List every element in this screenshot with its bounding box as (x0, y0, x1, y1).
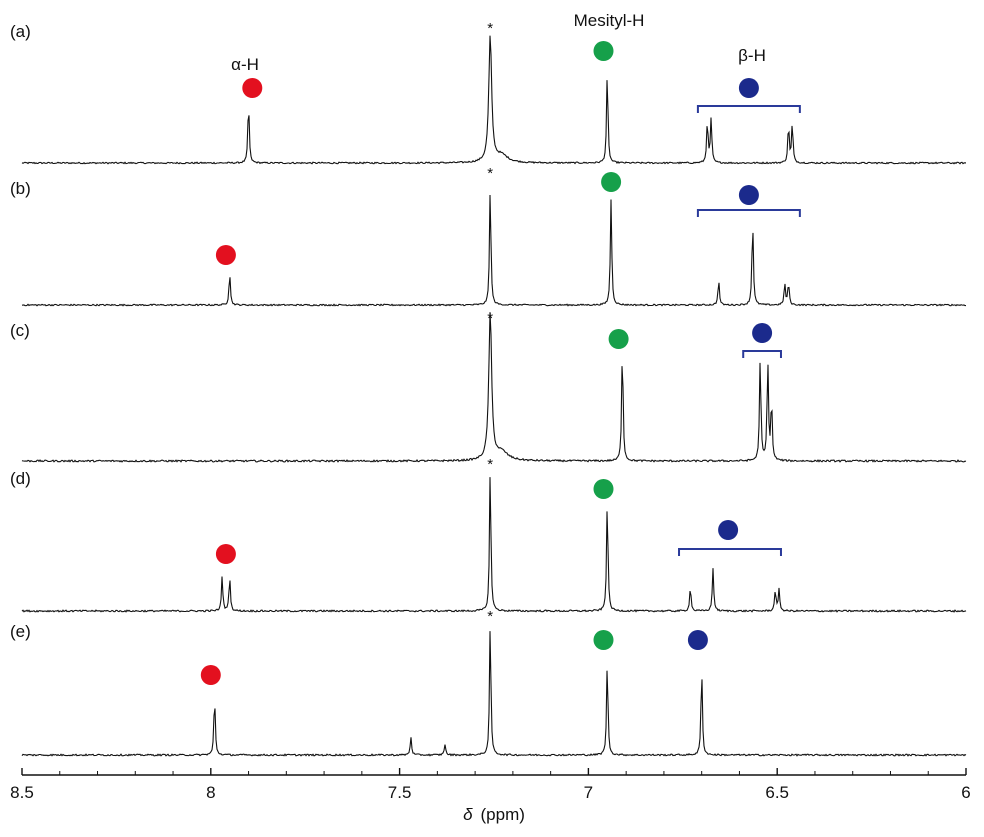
x-tick-label: 7.5 (388, 783, 412, 802)
x-axis-title: δ (ppm) (463, 805, 525, 824)
peak-group-labels: α-H Mesityl-H β-H (231, 11, 766, 74)
x-tick-label: 8.5 (10, 783, 34, 802)
mesityl-marker (601, 172, 622, 192)
alpha-marker (215, 544, 236, 564)
panel-label: (b) (10, 179, 31, 198)
mesityl-h-label: Mesityl-H (574, 11, 645, 30)
spectrum-trace (21, 477, 967, 613)
x-tick-label: 6.5 (765, 783, 789, 802)
x-axis-symbol: δ (463, 805, 473, 824)
alpha-h-label: α-H (231, 55, 259, 74)
alpha-marker (200, 665, 221, 685)
alpha-marker (215, 245, 236, 265)
x-tick-label: 7 (584, 783, 593, 802)
spectrum-b: (b) * (10, 165, 966, 307)
mesityl-marker (593, 41, 614, 61)
spectrum-trace (21, 631, 967, 757)
beta-h-label: β-H (738, 46, 766, 65)
mesityl-marker (593, 630, 614, 650)
panel-label: (a) (10, 22, 31, 41)
beta-marker (738, 185, 759, 205)
mesityl-marker (593, 479, 614, 499)
spectrum-trace (21, 312, 967, 463)
x-axis-ticks: 8.5 8 7.5 7 6.5 6 (10, 768, 971, 802)
spectrum-trace (21, 194, 966, 307)
beta-bracket (696, 105, 801, 113)
x-tick-label: 6 (961, 783, 970, 802)
x-tick-label: 8 (206, 783, 215, 802)
panel-label: (c) (10, 321, 30, 340)
beta-marker (718, 520, 739, 540)
panel-label: (e) (10, 622, 31, 641)
alpha-marker (242, 78, 263, 98)
beta-marker (738, 78, 759, 98)
spectrum-c: (c) * (10, 310, 967, 463)
spectra-panels: (a) * (b) * (c) * (d) * (e) * (10, 20, 967, 757)
x-axis-unit: (ppm) (481, 805, 525, 824)
beta-marker (687, 630, 708, 650)
spectrum-e: (e) * (10, 608, 967, 757)
x-axis: 8.5 8 7.5 7 6.5 6 δ (ppm) (10, 768, 971, 824)
panel-label: (d) (10, 469, 31, 488)
solvent-asterisk: * (487, 310, 493, 327)
solvent-asterisk: * (487, 608, 493, 625)
solvent-asterisk: * (487, 165, 493, 182)
beta-bracket (678, 548, 782, 556)
beta-bracket (742, 350, 782, 358)
beta-marker (752, 323, 773, 343)
spectrum-d: (d) * (10, 456, 967, 613)
solvent-asterisk: * (487, 456, 493, 473)
solvent-asterisk: * (487, 20, 493, 37)
beta-bracket (696, 209, 801, 217)
spectrum-a: (a) * (10, 20, 967, 165)
mesityl-marker (608, 329, 629, 349)
spectrum-trace (21, 35, 967, 165)
